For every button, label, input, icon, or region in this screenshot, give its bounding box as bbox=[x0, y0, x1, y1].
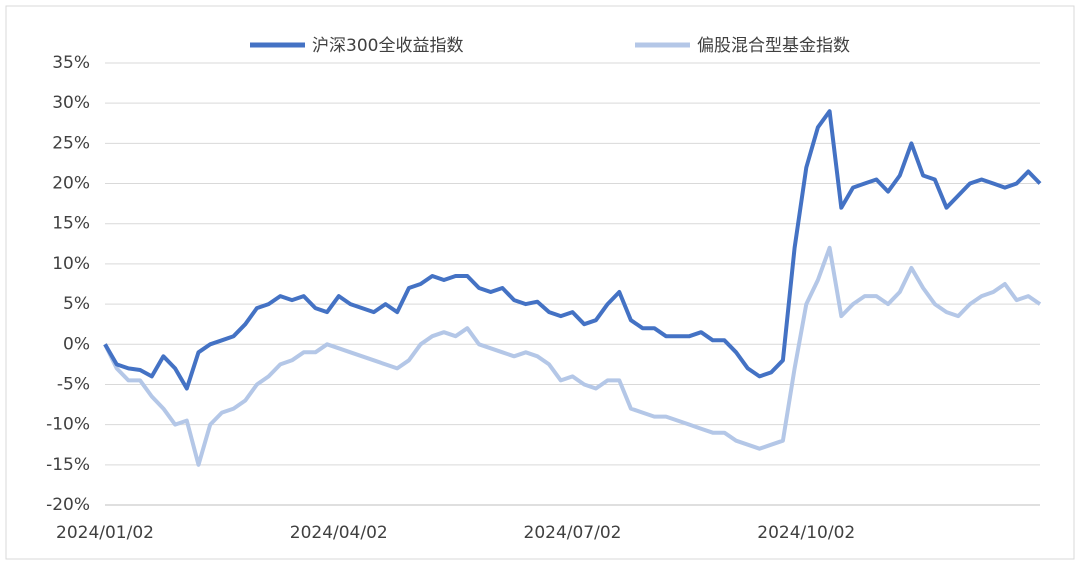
y-tick-label: 0% bbox=[63, 334, 90, 354]
x-tick-label: 2024/01/02 bbox=[56, 523, 154, 543]
y-tick-label: 10% bbox=[52, 254, 90, 274]
y-tick-label: 15% bbox=[52, 214, 90, 234]
legend-label: 沪深300全收益指数 bbox=[312, 36, 463, 56]
y-tick-label: 20% bbox=[52, 174, 90, 194]
series-line bbox=[103, 245, 1042, 467]
y-tick-label: -15% bbox=[46, 455, 90, 475]
x-tick-label: 2024/07/02 bbox=[524, 523, 622, 543]
y-tick-label: 5% bbox=[63, 294, 90, 314]
y-tick-label: -10% bbox=[46, 415, 90, 435]
y-tick-label: 35% bbox=[52, 53, 90, 73]
chart-frame bbox=[5, 5, 1075, 560]
y-tick-label: 30% bbox=[52, 93, 90, 113]
x-tick-label: 2024/10/02 bbox=[757, 523, 855, 543]
legend-label: 偏股混合型基金指数 bbox=[697, 36, 850, 56]
x-tick-label: 2024/04/02 bbox=[290, 523, 388, 543]
y-tick-label: -20% bbox=[46, 495, 90, 515]
y-tick-label: 25% bbox=[52, 133, 90, 153]
y-tick-label: -5% bbox=[57, 374, 90, 394]
series-line bbox=[103, 109, 1042, 391]
